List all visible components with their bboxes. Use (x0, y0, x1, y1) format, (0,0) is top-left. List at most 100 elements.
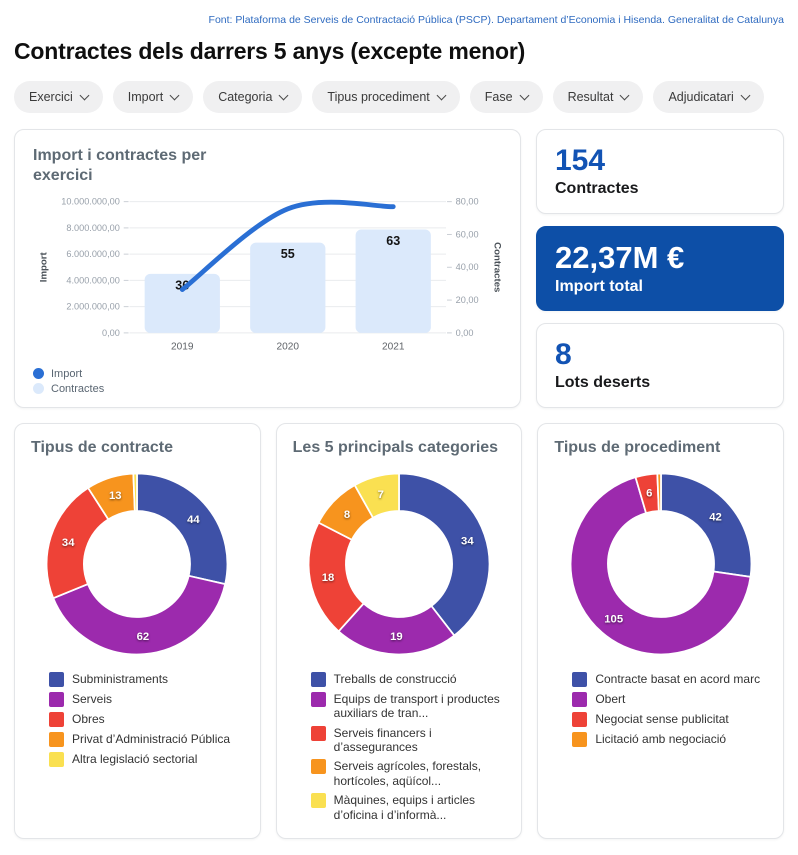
left-axis-tick-label: 10.000.000,00 (61, 197, 120, 207)
legend-swatch-icon (49, 731, 64, 747)
bar-2020[interactable] (250, 242, 326, 333)
chevron-down-icon (519, 90, 530, 101)
import-contractes-chart-card: Import i contractes per exercici 0,00 2.0… (14, 129, 521, 408)
filter-bar: Exercici Import Categoria Tipus procediment… (14, 81, 784, 113)
legend-item-serveis: Serveis (49, 691, 244, 707)
legend-label: Serveis (72, 691, 113, 706)
tipus-contracte-card: Tipus de contracte 44 62 34 13 Subministram… (14, 422, 261, 839)
combo-chart: 0,00 2.000.000,00 4.000.000,00 6.000.000,00… (39, 197, 502, 353)
principals-categories-card: Les 5 principals categories 34 19 18 8 7 Tre… (275, 422, 523, 839)
kpi-card-lots-deserts: 8 Lots deserts (536, 322, 784, 408)
filter-import[interactable]: Import (112, 81, 194, 113)
right-axis-title: Contractes (491, 242, 502, 292)
filter-label: Adjudicatari (668, 90, 734, 104)
filter-label: Categoria (218, 90, 273, 104)
legend-item-privat-d-administraci-p-blica: Privat d’Administració Pública (49, 731, 244, 747)
donut-row: Tipus de contracte 44 62 34 13 Subministram… (14, 422, 784, 839)
legend-label: Import (51, 367, 83, 380)
donut-segment-contracte-basat-en-acord-marc[interactable] (659, 472, 752, 578)
donut-value-label: 42 (709, 511, 722, 523)
donut-segment-treballs-de-construcci[interactable] (398, 472, 491, 637)
bar-2021[interactable] (355, 229, 431, 333)
donut-chart: 34 19 18 8 7 (307, 472, 491, 656)
legend-label: Privat d’Administració Pública (72, 731, 231, 746)
legend-swatch-icon (49, 751, 64, 767)
legend-item-licitaci-amb-negociaci: Licitació amb negociació (572, 731, 767, 747)
legend-swatch-icon (310, 671, 326, 687)
combo-chart-title: Import i contractes per exercici (33, 147, 207, 184)
filter-adjudicatari[interactable]: Adjudicatari (653, 81, 764, 113)
donut-chart-title: Tipus de contracte (31, 438, 173, 456)
right-axis-tick-label: 60,00 (456, 229, 479, 239)
legend-swatch-icon (572, 691, 588, 707)
x-axis-label: 2019 (171, 341, 194, 352)
donut-segment-serveis[interactable] (52, 574, 227, 656)
legend-label: Negociat sense publicitat (595, 711, 729, 726)
legend-item-subministraments: Subministraments (49, 671, 244, 687)
legend-item-obres: Obres (49, 711, 244, 727)
legend-dot-icon (33, 383, 44, 395)
filter-tipus-procediment[interactable]: Tipus procediment (312, 81, 460, 113)
combo-chart-legend: Import Contractes (33, 368, 502, 395)
donut-value-label: 7 (378, 489, 384, 501)
kpi-column: 154 Contractes 22,37M € Import total 8 Lots d… (536, 129, 784, 408)
legend-label: Contracte basat en acord marc (595, 671, 761, 686)
legend-label: Serveis agrícoles, forestals, hortícoles… (333, 759, 482, 788)
filter-fase[interactable]: Fase (469, 81, 543, 113)
left-axis-title: Import (39, 252, 50, 283)
chevron-down-icon (740, 90, 751, 101)
left-axis-tick-label: 8.000.000,00 (66, 223, 119, 233)
tipus-procediment-card: Tipus de procediment 42 105 6 Contracte ba… (537, 422, 784, 839)
kpi-card-import-total: 22,37M € Import total (536, 225, 784, 311)
legend-dot-icon (33, 368, 44, 380)
filter-exercici[interactable]: Exercici (14, 81, 103, 113)
legend-swatch-icon (572, 671, 588, 687)
legend-label: Obres (72, 711, 105, 726)
page-title: Contractes dels darrers 5 anys (excepte … (14, 38, 526, 64)
donut-value-label: 8 (344, 509, 350, 521)
filter-resultat[interactable]: Resultat (552, 81, 644, 113)
donut-chart: 42 105 6 (569, 472, 752, 656)
legend-item-equips-de-transport-i-productes-auxiliar: Equips de transport i productes auxiliar… (310, 691, 506, 721)
right-axis-tick-label: 0,00 (456, 328, 474, 338)
left-axis-tick-label: 2.000.000,00 (66, 302, 119, 312)
chevron-down-icon (278, 90, 289, 101)
x-axis-label: 2021 (382, 341, 405, 352)
donut-segment-obert[interactable] (569, 476, 752, 656)
chart-legend: Treballs de construcció Equips de transpo… (310, 671, 506, 822)
top-row: Import i contractes per exercici 0,00 2.0… (14, 129, 784, 408)
legend-item-treballs-de-construcci: Treballs de construcció (310, 671, 506, 687)
legend-swatch-icon (49, 671, 64, 687)
legend-swatch-icon (49, 711, 64, 727)
legend-label: Serveis financers i d’assegurances (333, 725, 432, 754)
chevron-down-icon (619, 90, 630, 101)
donut-segment-subministraments[interactable] (136, 472, 229, 585)
filter-categoria[interactable]: Categoria (203, 81, 303, 113)
legend-label: Contractes (51, 382, 105, 395)
legend-label: Licitació amb negociació (595, 731, 727, 746)
x-axis-label: 2020 (276, 341, 299, 352)
legend-item-serveis-agr-coles-forestals-hort-coles-a: Serveis agrícoles, forestals, hortícoles… (310, 759, 506, 788)
donut-value-label: 19 (390, 631, 403, 643)
legend-label: Obert (595, 691, 626, 706)
kpi-label: Lots deserts (555, 374, 651, 392)
donut-segment-licitaci-amb-negociaci[interactable] (656, 472, 662, 512)
legend-item-contractes: Contractes (33, 383, 502, 395)
left-axis-tick-label: 0,00 (102, 328, 120, 338)
filter-label: Exercici (29, 90, 73, 104)
donut-chart-title: Tipus de procediment (554, 438, 721, 456)
donut-segment-altra-legislaci-sectorial[interactable] (132, 472, 139, 512)
legend-swatch-icon (572, 711, 588, 727)
chevron-down-icon (79, 90, 90, 101)
bar-2019[interactable] (144, 273, 220, 333)
donut-segment-m-quines-equips-i-articles-d-oficina-i-d-inform[interactable] (353, 472, 400, 519)
chart-legend: Contracte basat en acord marc Obert Negoci… (572, 671, 767, 747)
legend-item-import: Import (33, 368, 502, 380)
filter-label: Tipus procediment (327, 90, 430, 104)
legend-swatch-icon (310, 691, 326, 707)
kpi-value: 22,37M € (555, 240, 685, 276)
right-axis-tick-label: 40,00 (456, 262, 479, 272)
donut-value-label: 44 (187, 514, 200, 526)
filter-label: Resultat (567, 90, 614, 104)
